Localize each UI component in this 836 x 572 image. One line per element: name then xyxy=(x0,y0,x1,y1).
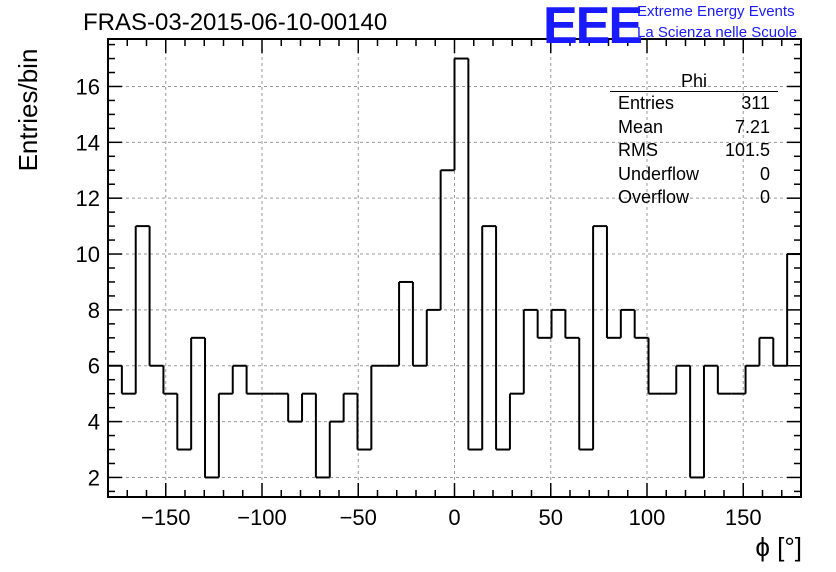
y-tick-label: 6 xyxy=(88,354,100,379)
x-tick-label: −50 xyxy=(340,505,377,530)
stats-label: Underflow xyxy=(618,163,700,184)
x-tick-label: 50 xyxy=(539,505,563,530)
logo-line-2: La Scienza nelle Scuole xyxy=(637,24,798,41)
eee-logo: EEE xyxy=(543,0,643,55)
stats-box: Phi Entries 311 Mean 7.21 RMS 101.5 Unde… xyxy=(610,72,778,210)
stats-row-rms: RMS 101.5 xyxy=(610,139,778,163)
stats-row-underflow: Underflow 0 xyxy=(610,163,778,187)
stats-label: Entries xyxy=(618,93,675,113)
stats-row-overflow: Overflow 0 xyxy=(610,186,778,210)
y-tick-label: 16 xyxy=(76,74,100,99)
x-tick-label: 0 xyxy=(448,505,460,530)
x-tick-label: −100 xyxy=(237,505,287,530)
stats-value: 101.5 xyxy=(724,140,770,160)
logo-line-1: Extreme Energy Events xyxy=(637,3,795,20)
stats-label: Overflow xyxy=(618,187,690,207)
y-tick-label: 4 xyxy=(88,410,100,435)
y-tick-label: 14 xyxy=(76,130,100,155)
stats-title: Phi xyxy=(610,72,778,92)
stats-row-entries: Entries 311 xyxy=(610,92,778,116)
x-tick-label: −150 xyxy=(141,505,191,530)
x-axis-label: ϕ [°] xyxy=(755,532,802,562)
x-tick-label: 100 xyxy=(629,505,666,530)
y-tick-label: 10 xyxy=(76,242,100,267)
stats-label: Mean xyxy=(618,116,664,137)
stats-value: 0 xyxy=(759,187,770,207)
stats-value: 7.21 xyxy=(734,116,770,137)
y-tick-label: 12 xyxy=(76,186,100,211)
y-tick-label: 2 xyxy=(88,465,100,490)
stats-value: 311 xyxy=(741,93,770,113)
axis-ticks xyxy=(107,39,802,497)
plot-title: FRAS-03-2015-06-10-00140 xyxy=(83,9,388,36)
y-axis-label: Entries/bin xyxy=(13,48,43,172)
stats-value: 0 xyxy=(759,163,770,184)
x-tick-labels: −150 −100 −50 0 50 100 150 xyxy=(141,505,762,530)
stats-row-mean: Mean 7.21 xyxy=(610,116,778,140)
y-tick-labels: 2 4 6 8 10 12 14 16 xyxy=(76,74,100,490)
x-tick-label: 150 xyxy=(725,505,762,530)
stats-label: RMS xyxy=(618,140,658,160)
y-tick-label: 8 xyxy=(88,298,100,323)
